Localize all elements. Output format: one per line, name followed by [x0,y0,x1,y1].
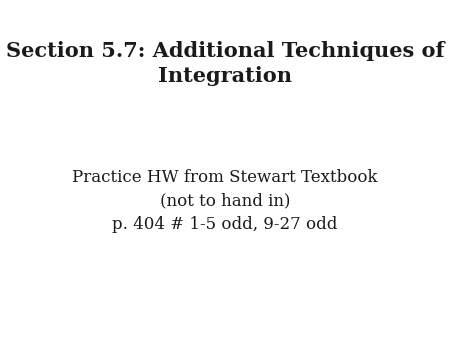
Text: Section 5.7: Additional Techniques of
Integration: Section 5.7: Additional Techniques of In… [6,41,444,86]
Text: Practice HW from Stewart Textbook
(not to hand in)
p. 404 # 1-5 odd, 9-27 odd: Practice HW from Stewart Textbook (not t… [72,169,378,233]
